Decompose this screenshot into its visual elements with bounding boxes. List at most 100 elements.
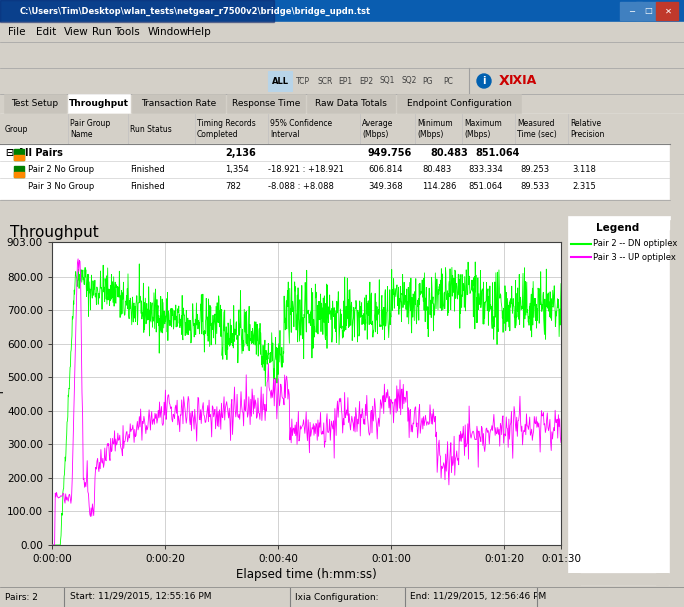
- Text: 851.064: 851.064: [475, 148, 519, 157]
- Text: IXIA: IXIA: [509, 75, 537, 87]
- Text: 80.483: 80.483: [430, 148, 468, 157]
- Text: Maximum
(Mbps): Maximum (Mbps): [464, 120, 502, 139]
- Y-axis label: Mbps: Mbps: [0, 378, 3, 409]
- Bar: [0, 114, 684, 214]
- Text: X: X: [499, 74, 510, 88]
- Bar: [670, 573, 682, 585]
- Text: 80.483: 80.483: [422, 165, 451, 174]
- Text: Finished: Finished: [130, 182, 165, 191]
- Text: Legend: Legend: [596, 223, 640, 233]
- Bar: [0, 68, 684, 94]
- Text: File: File: [8, 27, 25, 37]
- Bar: [0, 0, 274, 22]
- Text: Response Time: Response Time: [232, 100, 300, 109]
- Text: Throughput: Throughput: [69, 100, 129, 109]
- Bar: [636, 2, 658, 20]
- Text: Pair 3 No Group: Pair 3 No Group: [28, 182, 94, 191]
- Text: PC: PC: [443, 76, 453, 86]
- Bar: [14, 155, 24, 160]
- Text: Endpoint Configuration: Endpoint Configuration: [406, 100, 512, 109]
- Text: Group: Group: [5, 124, 28, 134]
- Bar: [0, 144, 670, 161]
- Text: SQ1: SQ1: [380, 76, 395, 86]
- Bar: [0, 42, 684, 68]
- Bar: [268, 71, 292, 91]
- Text: 114.286: 114.286: [422, 182, 456, 191]
- Text: Average
(Mbps): Average (Mbps): [362, 120, 393, 139]
- Text: 851.064: 851.064: [468, 182, 502, 191]
- Text: 949.756: 949.756: [368, 148, 412, 157]
- Bar: [307, 94, 395, 113]
- Text: ✕: ✕: [664, 7, 672, 16]
- Text: EP1: EP1: [338, 76, 352, 86]
- Text: SQ2: SQ2: [401, 76, 417, 86]
- Text: 89.533: 89.533: [520, 182, 549, 191]
- Text: Ixia Configuration:: Ixia Configuration:: [295, 592, 378, 602]
- Text: i: i: [482, 76, 486, 86]
- Text: Run Status: Run Status: [130, 124, 172, 134]
- Text: C:\Users\Tim\Desktop\wlan_tests\netgear_r7500v2\bridge\bridge_updn.tst: C:\Users\Tim\Desktop\wlan_tests\netgear_…: [20, 7, 371, 16]
- Bar: [656, 2, 678, 20]
- Text: End: 11/29/2015, 12:56:46 PM: End: 11/29/2015, 12:56:46 PM: [410, 592, 547, 602]
- Bar: [68, 94, 130, 113]
- Text: ⊟ All Pairs: ⊟ All Pairs: [6, 148, 63, 157]
- Text: Pair 2 -- DN optiplex: Pair 2 -- DN optiplex: [593, 240, 677, 248]
- Text: Timing Records
Completed: Timing Records Completed: [197, 120, 256, 139]
- Bar: [0, 94, 684, 114]
- Text: 833.334: 833.334: [468, 165, 503, 174]
- Text: -8.088 : +8.088: -8.088 : +8.088: [268, 182, 334, 191]
- Text: Start: 11/29/2015, 12:55:16 PM: Start: 11/29/2015, 12:55:16 PM: [70, 592, 211, 602]
- Text: EP2: EP2: [359, 76, 373, 86]
- Bar: [227, 94, 305, 113]
- Bar: [14, 172, 24, 177]
- Bar: [656, 573, 668, 585]
- Bar: [0, 200, 670, 214]
- Text: Raw Data Totals: Raw Data Totals: [315, 100, 386, 109]
- Text: □: □: [644, 7, 652, 16]
- Bar: [0, 0, 684, 22]
- Bar: [568, 573, 670, 585]
- Text: 2,136: 2,136: [225, 148, 256, 157]
- Text: 782: 782: [225, 182, 241, 191]
- Text: 606.814: 606.814: [368, 165, 402, 174]
- Text: Pairs: 2: Pairs: 2: [5, 592, 38, 602]
- Text: 349.368: 349.368: [368, 182, 403, 191]
- Bar: [397, 94, 521, 113]
- Bar: [132, 94, 225, 113]
- Text: Finished: Finished: [130, 165, 165, 174]
- Text: Pair 2 No Group: Pair 2 No Group: [28, 165, 94, 174]
- Bar: [0, 114, 670, 214]
- Text: Edit: Edit: [36, 27, 56, 37]
- Text: Window: Window: [148, 27, 189, 37]
- Text: Help: Help: [187, 27, 211, 37]
- Text: Transaction Rate: Transaction Rate: [141, 100, 216, 109]
- Bar: [0, 114, 670, 144]
- Text: View: View: [64, 27, 89, 37]
- Text: 3.118: 3.118: [572, 165, 596, 174]
- Circle shape: [477, 74, 491, 88]
- Text: Test Setup: Test Setup: [12, 100, 59, 109]
- Text: ALL: ALL: [272, 76, 289, 86]
- Bar: [568, 216, 670, 585]
- Text: SCR: SCR: [317, 76, 332, 86]
- Bar: [4, 94, 66, 113]
- Text: Pair Group
Name: Pair Group Name: [70, 120, 110, 139]
- Text: 95% Confidence
Interval: 95% Confidence Interval: [270, 120, 332, 139]
- Bar: [0, 587, 684, 607]
- X-axis label: Elapsed time (h:mm:ss): Elapsed time (h:mm:ss): [236, 568, 377, 581]
- Bar: [568, 573, 580, 585]
- Bar: [566, 214, 684, 587]
- Text: Minimum
(Mbps): Minimum (Mbps): [417, 120, 453, 139]
- Bar: [670, 220, 682, 232]
- Bar: [0, 214, 566, 587]
- Bar: [670, 230, 682, 585]
- Bar: [14, 149, 24, 160]
- Bar: [0, 22, 684, 42]
- Bar: [620, 2, 642, 20]
- Text: Run: Run: [92, 27, 112, 37]
- Text: ─: ─: [629, 7, 635, 16]
- Text: Throughput: Throughput: [10, 225, 98, 240]
- Text: TCP: TCP: [296, 76, 310, 86]
- Text: 89.253: 89.253: [520, 165, 549, 174]
- Bar: [670, 114, 684, 214]
